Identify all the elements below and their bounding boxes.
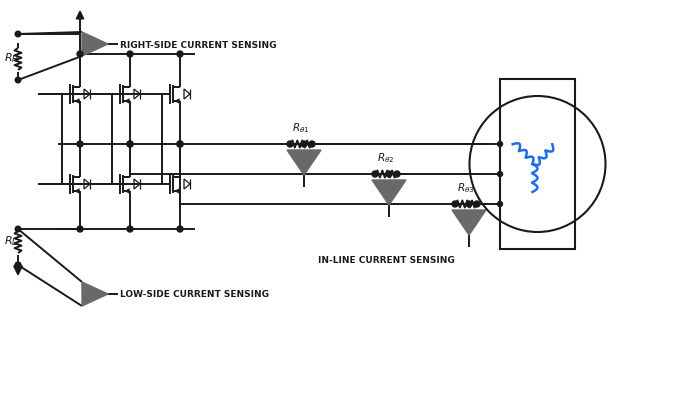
- Bar: [500, 80, 575, 249]
- Text: IN-LINE CURRENT SENSING: IN-LINE CURRENT SENSING: [318, 255, 455, 264]
- Text: LOW-SIDE CURRENT SENSING: LOW-SIDE CURRENT SENSING: [120, 290, 269, 299]
- Text: $R_{\theta3}$: $R_{\theta3}$: [457, 181, 475, 195]
- Circle shape: [394, 172, 400, 178]
- Text: $R_{\theta1}$: $R_{\theta1}$: [292, 121, 310, 135]
- Circle shape: [287, 142, 293, 148]
- Circle shape: [77, 52, 83, 58]
- Text: $R_H$: $R_H$: [4, 51, 20, 65]
- Circle shape: [498, 172, 503, 177]
- Polygon shape: [82, 33, 108, 57]
- Circle shape: [127, 52, 133, 58]
- Polygon shape: [452, 211, 486, 236]
- Polygon shape: [287, 151, 321, 175]
- Circle shape: [301, 142, 307, 148]
- Circle shape: [177, 142, 183, 148]
- Polygon shape: [372, 180, 406, 205]
- Circle shape: [15, 32, 21, 38]
- Circle shape: [15, 78, 21, 83]
- Circle shape: [474, 202, 480, 207]
- Circle shape: [177, 52, 183, 58]
- Circle shape: [15, 263, 21, 268]
- Circle shape: [77, 142, 83, 148]
- Text: $R_{\theta2}$: $R_{\theta2}$: [377, 151, 395, 164]
- Text: $R_L$: $R_L$: [4, 234, 17, 247]
- Polygon shape: [82, 282, 108, 306]
- Circle shape: [372, 172, 378, 178]
- Circle shape: [452, 202, 458, 207]
- Circle shape: [177, 142, 183, 148]
- Circle shape: [15, 227, 21, 232]
- Circle shape: [127, 227, 133, 232]
- Circle shape: [498, 142, 503, 147]
- Circle shape: [466, 202, 472, 207]
- Circle shape: [386, 172, 392, 178]
- Circle shape: [309, 142, 315, 148]
- Circle shape: [127, 142, 133, 148]
- Text: RIGHT-SIDE CURRENT SENSING: RIGHT-SIDE CURRENT SENSING: [120, 40, 277, 49]
- Circle shape: [177, 227, 183, 232]
- Circle shape: [498, 202, 503, 207]
- Circle shape: [77, 227, 83, 232]
- Circle shape: [15, 263, 21, 268]
- Circle shape: [127, 142, 133, 148]
